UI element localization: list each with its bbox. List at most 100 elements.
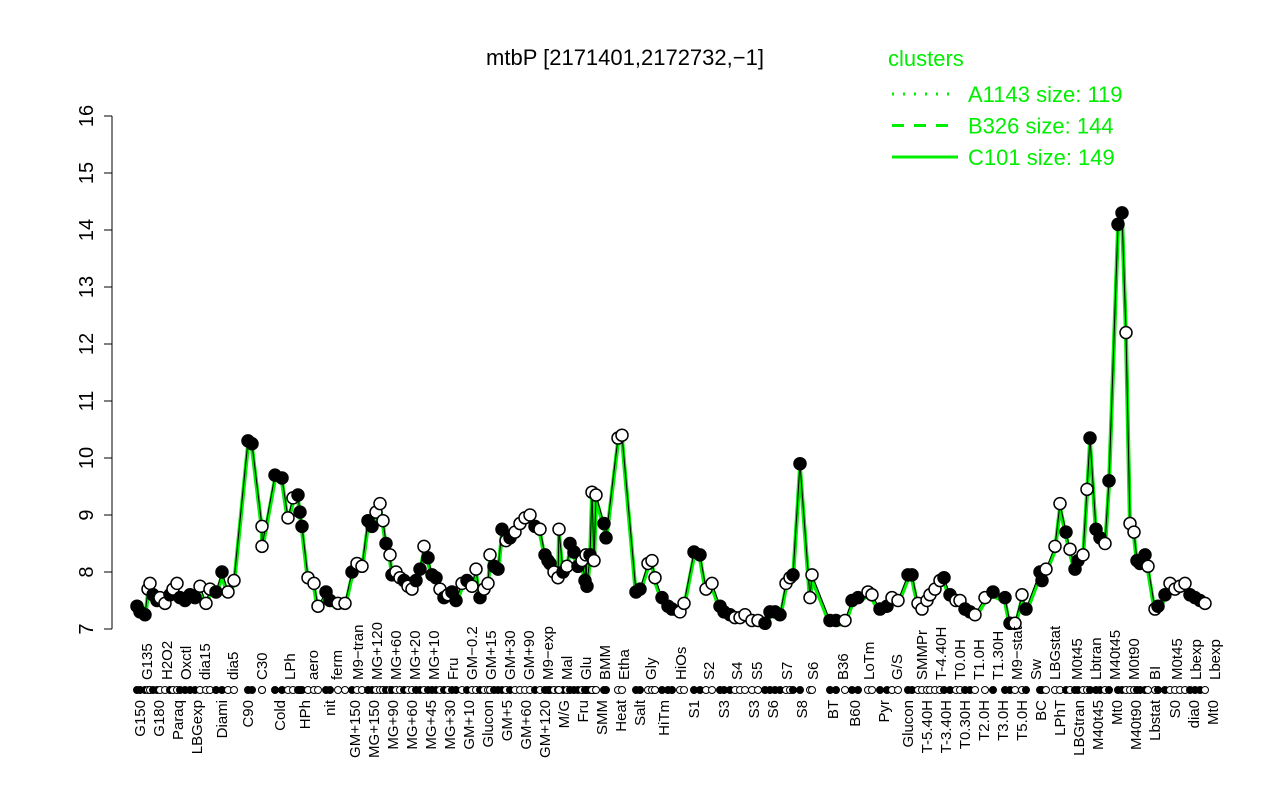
data-point-open (281, 511, 295, 525)
x-label-bottom: B60 (847, 700, 864, 727)
data-point-open (1008, 616, 1022, 631)
data-point-filled (758, 616, 772, 631)
x-label-bottom: M/G (556, 700, 573, 728)
data-point-open (1015, 588, 1029, 602)
x-label-bottom: GM+10 (461, 700, 478, 750)
y-tick-label: 10 (76, 447, 98, 469)
data-point-open (803, 590, 817, 605)
condition-marker (708, 686, 716, 694)
x-label-top: S5 (749, 662, 766, 680)
data-point-open (1119, 325, 1133, 340)
data-point-open (1098, 536, 1112, 551)
data-point-filled (1111, 217, 1125, 232)
data-point-open (338, 596, 352, 611)
condition-marker (1105, 686, 1113, 694)
data-point-open (677, 596, 691, 611)
data-point-open (221, 585, 235, 599)
data-point-filled (379, 536, 393, 551)
x-label-bottom: MG+150 (366, 700, 383, 758)
x-label-top: BI (1147, 666, 1164, 680)
data-point-open (143, 576, 157, 591)
data-point-open (1127, 525, 1141, 539)
data-point-filled (1138, 548, 1152, 562)
x-label-bottom: Mt0 (1109, 700, 1126, 725)
x-label-bottom: GM+120 (537, 700, 554, 758)
data-point-open (465, 579, 479, 593)
x-label-bottom: BT (825, 700, 842, 719)
x-label-bottom: M40t45 (1090, 700, 1107, 750)
condition-marker (1022, 686, 1030, 694)
condition-marker (741, 686, 749, 694)
x-label-top: T-4.40H (933, 627, 950, 680)
data-point-open (481, 576, 495, 591)
x-label-bottom: Glucon (900, 700, 917, 748)
x-label-bottom: GM+5 (499, 700, 516, 741)
x-label-bottom: T3.0H (995, 700, 1012, 741)
data-point-open (227, 573, 241, 588)
condition-marker (1201, 686, 1209, 694)
condition-marker (334, 686, 342, 694)
data-point-filled (580, 579, 594, 593)
x-label-bottom: Lbstat (1147, 699, 1164, 741)
condition-marker (1011, 686, 1019, 694)
x-label-bottom: MG+90 (385, 700, 402, 750)
condition-marker (971, 686, 979, 694)
chart-title: mtbP [2171401,2172732,−1] (486, 45, 764, 70)
x-label-top: GM+30 (502, 630, 519, 680)
data-point-open (1076, 548, 1090, 562)
condition-marker (754, 686, 762, 694)
x-label-bottom: BC (1033, 700, 1050, 721)
x-label-top: B36 (835, 653, 852, 680)
condition-marker (894, 686, 902, 694)
data-point-filled (421, 551, 435, 565)
x-label-top: aero (305, 650, 322, 680)
x-label-top: GM+90 (521, 630, 538, 680)
data-point-filled (1083, 431, 1097, 445)
data-point-open (373, 496, 387, 511)
x-label-top: BMM (597, 645, 614, 680)
x-label-top: G135 (139, 643, 156, 680)
x-label-top: ferm (329, 650, 346, 680)
condition-marker (876, 686, 884, 694)
data-point-filled (491, 562, 505, 576)
data-point-filled (1115, 206, 1129, 220)
condition-marker (248, 686, 256, 694)
x-label-top: M40t45 (1107, 630, 1124, 680)
data-point-open (891, 593, 905, 608)
data-point-open (1039, 562, 1053, 576)
condition-marker (230, 686, 238, 694)
data-point-filled (295, 519, 309, 534)
data-point-filled (1019, 602, 1033, 616)
x-label-top: MG+20 (407, 630, 424, 680)
data-point-open (1178, 576, 1192, 591)
x-label-bottom: T0.30H (957, 700, 974, 749)
y-tick-label: 9 (76, 509, 98, 520)
data-point-open (307, 576, 321, 591)
legend-entry: C101 size: 149 (968, 145, 1115, 170)
data-point-filled (291, 488, 305, 502)
x-label-bottom: dia0 (1186, 700, 1203, 728)
data-point-filled (1151, 599, 1165, 613)
y-tick-label: 11 (76, 391, 98, 412)
data-point-filled (293, 505, 307, 519)
x-label-top: T0.0H (952, 639, 969, 680)
data-point-filled (693, 548, 707, 562)
data-point-open (648, 570, 662, 585)
x-label-top: dia5 (225, 652, 242, 680)
y-tick-label: 12 (76, 333, 98, 355)
data-point-open (560, 559, 574, 574)
x-label-top: M0t45 (1169, 638, 1186, 680)
x-label-top: LPh (282, 653, 299, 680)
x-label-top: M9−exp (540, 626, 557, 680)
x-label-top: H2O2 (159, 641, 176, 680)
x-label-bottom: GM+150 (347, 700, 364, 758)
x-label-bottom: MG+30 (442, 700, 459, 750)
x-label-top: T1.30H (990, 631, 1007, 680)
condition-marker (326, 686, 334, 694)
data-point-open (383, 548, 397, 562)
x-label-top: LoTm (861, 642, 878, 680)
data-point-open (533, 522, 547, 536)
x-label-top: Lbexp (1207, 639, 1224, 680)
data-point-open (170, 576, 184, 591)
x-label-bottom: S8 (794, 700, 811, 718)
